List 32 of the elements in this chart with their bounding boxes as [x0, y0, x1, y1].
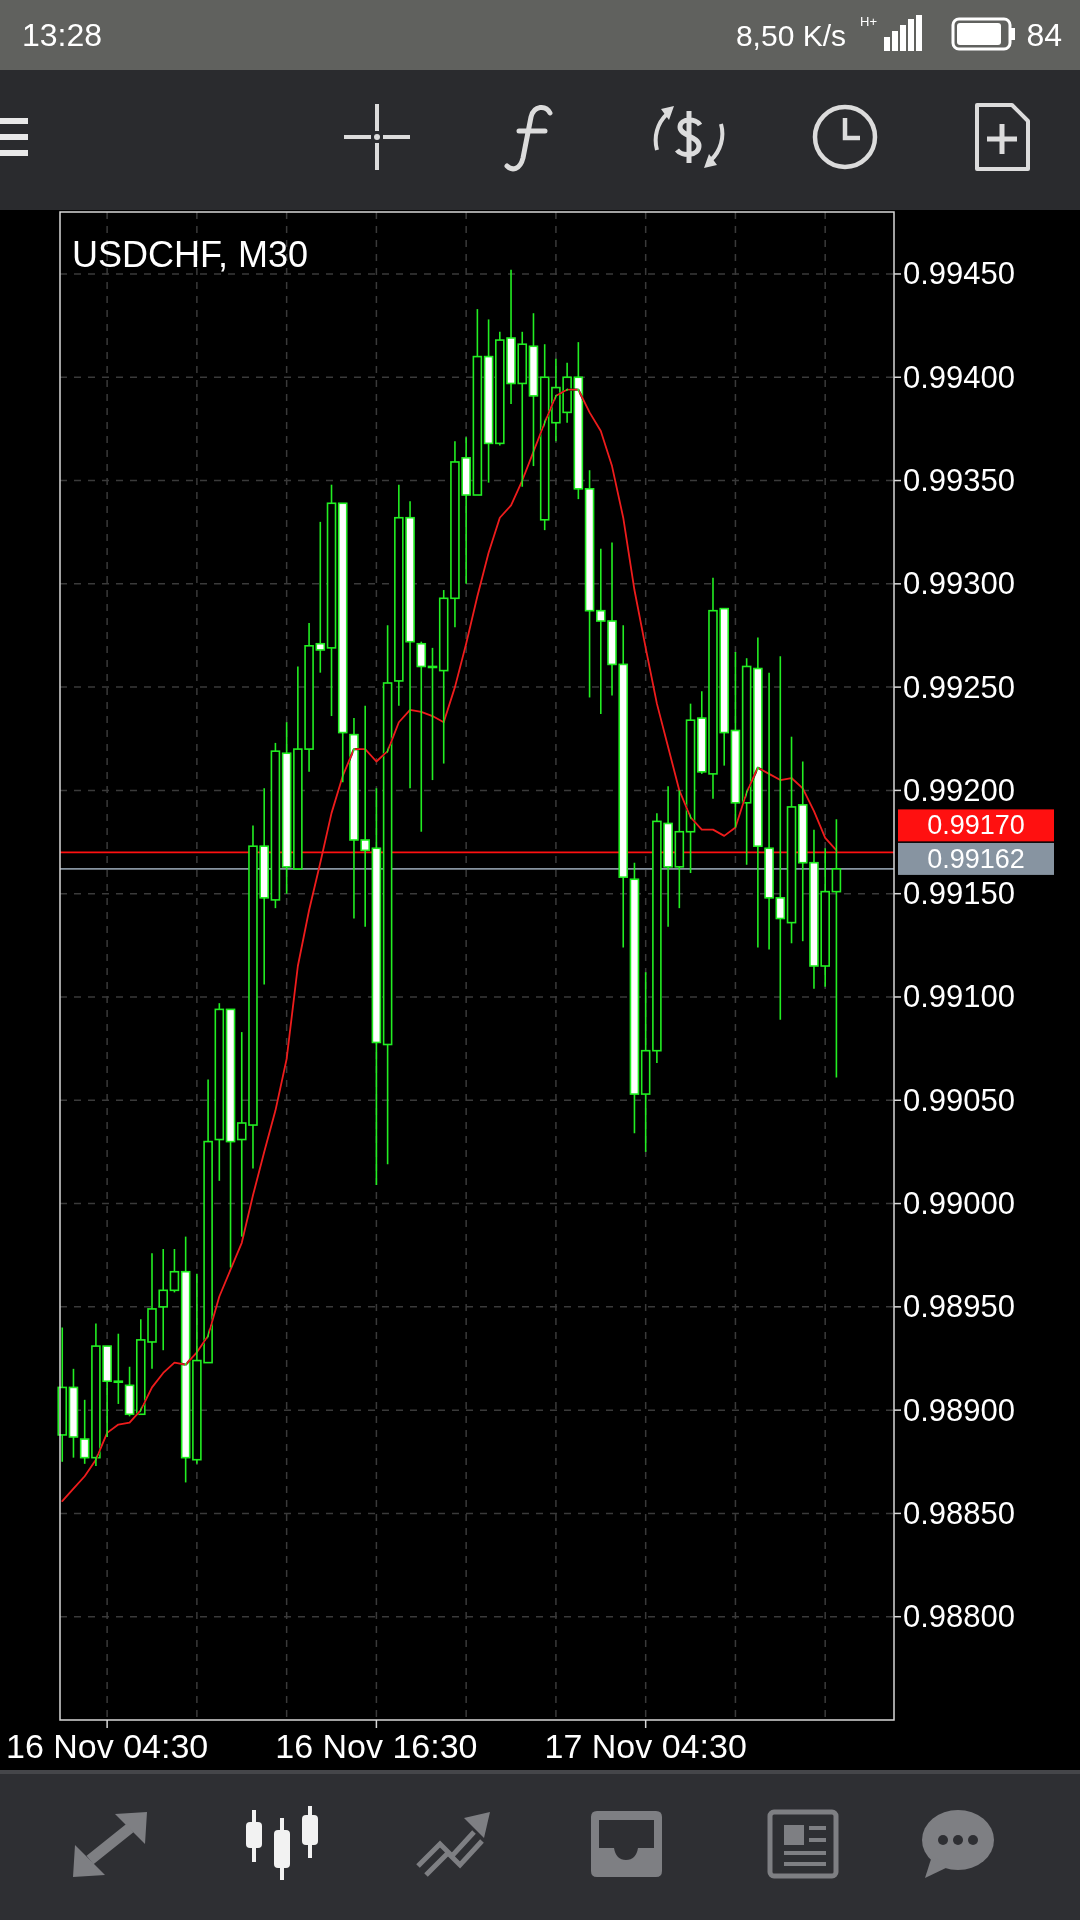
y-tick-label: 0.99100 [903, 979, 1016, 1015]
candlestick [831, 818, 842, 1079]
x-tick-label: 16 Nov 16:30 [275, 1727, 478, 1765]
candlestick [775, 655, 786, 1021]
candlestick [79, 1399, 90, 1465]
y-tick-label: 0.98900 [903, 1392, 1016, 1428]
y-tick-label: 0.99350 [903, 463, 1016, 499]
x-tick-label: 17 Nov 04:30 [544, 1727, 747, 1765]
y-tick-label: 0.99250 [903, 669, 1016, 705]
text: 8,50 K/s [735, 18, 846, 52]
y-tick-label: 0.99300 [903, 566, 1016, 602]
y-tick-label: 0.98850 [903, 1495, 1016, 1531]
candlestick [113, 1332, 124, 1405]
y-tick-label: 0.98800 [903, 1599, 1016, 1635]
x-tick-label: 16 Nov 04:30 [5, 1727, 209, 1765]
candlestick [416, 640, 427, 833]
text: 13:28 [22, 17, 103, 53]
ref-line-label: 0.99162 [927, 843, 1025, 874]
y-tick-label: 0.99150 [903, 876, 1016, 912]
text: 84 [1026, 17, 1062, 53]
text: USDCHF, M30 [72, 233, 309, 275]
y-tick-label: 0.99450 [903, 256, 1016, 292]
line-series [61, 388, 838, 1502]
y-tick-label: 0.99400 [903, 359, 1016, 395]
candlestick [158, 1248, 169, 1352]
candlestick [169, 1248, 180, 1294]
y-tick-label: 0.99000 [903, 1186, 1016, 1222]
ref-line-label: 0.99170 [927, 810, 1025, 841]
y-tick-label: 0.98950 [903, 1289, 1016, 1325]
text: H+ [860, 13, 877, 29]
y-tick-label: 0.99200 [903, 772, 1016, 808]
y-tick-label: 0.99050 [903, 1082, 1016, 1118]
